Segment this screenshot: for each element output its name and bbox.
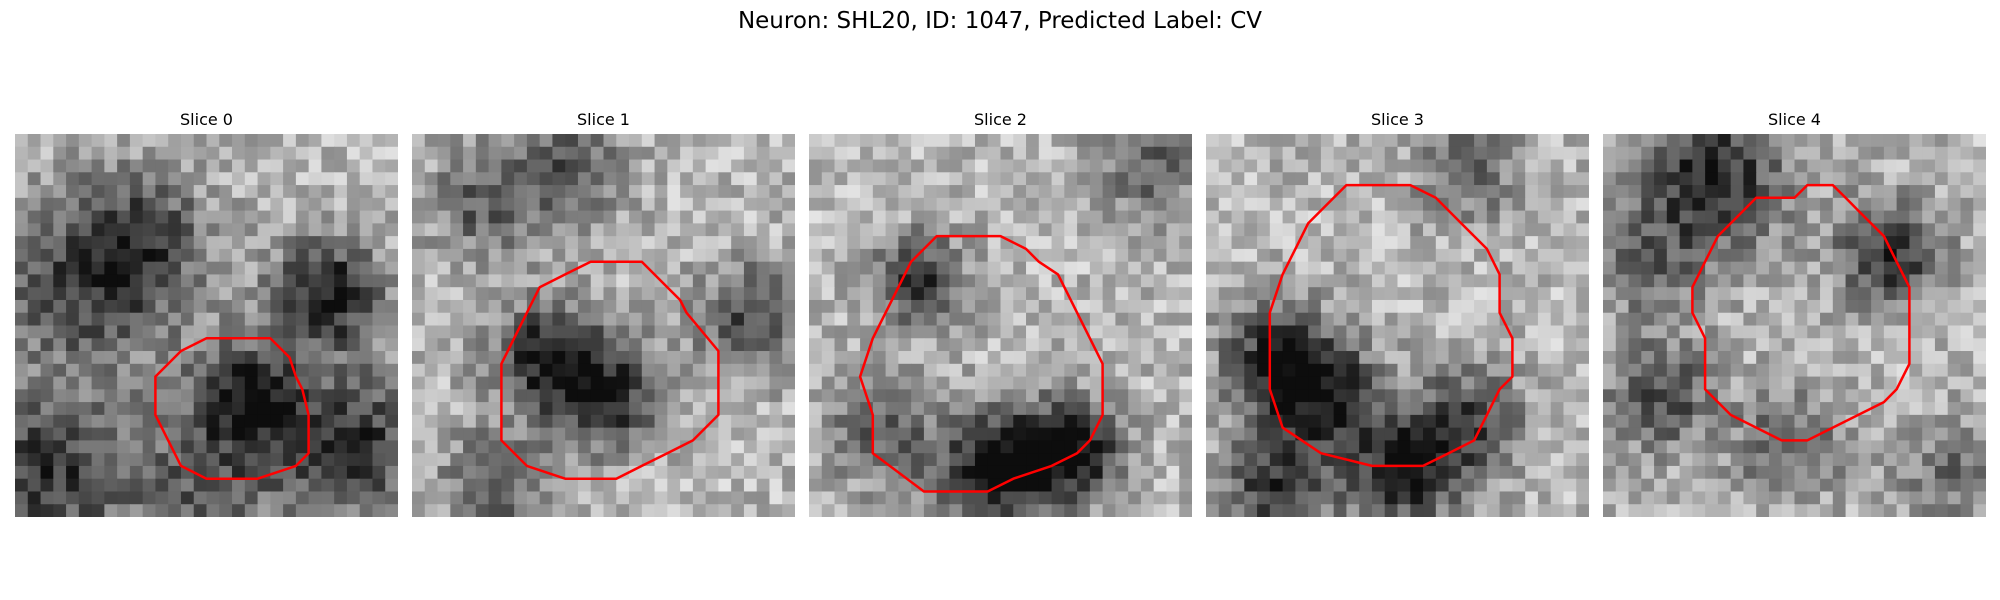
slice-panel: Slice 1 bbox=[412, 109, 795, 517]
slice-panel: Slice 4 bbox=[1603, 109, 1986, 517]
segmentation-contour bbox=[1691, 183, 1911, 442]
slice-image bbox=[1206, 134, 1589, 517]
segmentation-contour bbox=[858, 234, 1104, 493]
slice-title: Slice 1 bbox=[577, 110, 630, 129]
slice-title: Slice 0 bbox=[180, 110, 233, 129]
grayscale-pixels bbox=[809, 134, 1192, 517]
slice-panel: Slice 2 bbox=[809, 109, 1192, 517]
slice-image bbox=[412, 134, 795, 517]
segmentation-contour bbox=[1268, 183, 1514, 468]
grayscale-pixels bbox=[1603, 134, 1986, 517]
slice-image bbox=[15, 134, 398, 517]
slice-image bbox=[809, 134, 1192, 517]
figure-title: Neuron: SHL20, ID: 1047, Predicted Label… bbox=[737, 8, 1263, 34]
segmentation-contour bbox=[154, 337, 310, 480]
slice-title: Slice 3 bbox=[1371, 110, 1424, 129]
grayscale-pixels bbox=[1206, 134, 1589, 517]
slice-image bbox=[1603, 134, 1986, 517]
slice-panel: Slice 0 bbox=[15, 109, 398, 517]
slice-title: Slice 2 bbox=[974, 110, 1027, 129]
segmentation-contour bbox=[500, 260, 720, 480]
slice-panel: Slice 3 bbox=[1206, 109, 1589, 517]
slice-title: Slice 4 bbox=[1768, 110, 1821, 129]
grayscale-pixels bbox=[412, 134, 795, 517]
grayscale-pixels bbox=[15, 134, 398, 517]
